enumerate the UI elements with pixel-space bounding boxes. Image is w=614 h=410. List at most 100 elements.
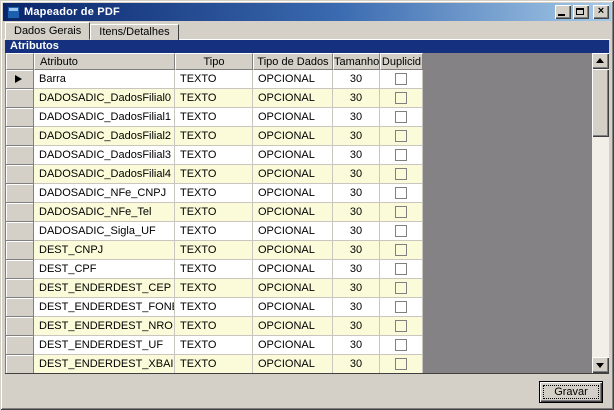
table-row[interactable]: DADOSADIC_DadosFilial3 TEXTO OPCIONAL 30 (6, 146, 423, 165)
row-selector[interactable] (6, 260, 34, 279)
duplicid-checkbox[interactable] (395, 301, 407, 313)
row-selector[interactable] (6, 317, 34, 336)
column-header-tipo[interactable]: Tipo (175, 53, 253, 70)
duplicid-checkbox[interactable] (395, 263, 407, 275)
table-row[interactable]: DEST_ENDERDEST_CEP TEXTO OPCIONAL 30 (6, 279, 423, 298)
row-selector[interactable] (6, 203, 34, 222)
cell-tamanho: 30 (333, 108, 380, 127)
table-row[interactable]: DADOSADIC_DadosFilial0 TEXTO OPCIONAL 30 (6, 89, 423, 108)
row-selector[interactable] (6, 108, 34, 127)
cell-duplicid (380, 70, 423, 89)
table-row[interactable]: DEST_CPF TEXTO OPCIONAL 30 (6, 260, 423, 279)
tab-itens-detalhes[interactable]: Itens/Detalhes (90, 24, 179, 40)
row-selector[interactable] (6, 70, 34, 89)
cell-tipo: TEXTO (175, 336, 253, 355)
tab-dados-gerais[interactable]: Dados Gerais (5, 22, 91, 40)
current-row-arrow-icon (15, 75, 22, 83)
grid-header: Atributo Tipo Tipo de Dados Tamanho Dupl… (6, 53, 423, 70)
cell-duplicid (380, 108, 423, 127)
row-selector[interactable] (6, 89, 34, 108)
minimize-icon (558, 14, 565, 16)
column-header-tipo-de-dados[interactable]: Tipo de Dados (253, 53, 333, 70)
select-all-corner[interactable] (6, 53, 34, 70)
cell-tipo-de-dados: OPCIONAL (253, 146, 333, 165)
cell-tipo: TEXTO (175, 184, 253, 203)
table-row[interactable]: DADOSADIC_NFe_CNPJ TEXTO OPCIONAL 30 (6, 184, 423, 203)
cell-tamanho: 30 (333, 203, 380, 222)
row-selector[interactable] (6, 355, 34, 373)
cell-tipo-de-dados: OPCIONAL (253, 203, 333, 222)
cell-tipo: TEXTO (175, 317, 253, 336)
duplicid-checkbox[interactable] (395, 339, 407, 351)
duplicid-checkbox[interactable] (395, 206, 407, 218)
table-row[interactable]: DEST_ENDERDEST_XBAIRROTEXTOOPCIONAL30 (6, 355, 423, 373)
duplicid-checkbox[interactable] (395, 92, 407, 104)
row-selector[interactable] (6, 241, 34, 260)
window-title: Mapeador de PDF (24, 6, 120, 18)
duplicid-checkbox[interactable] (395, 187, 407, 199)
table-row[interactable]: DEST_CNPJ TEXTO OPCIONAL 30 (6, 241, 423, 260)
cell-tipo-de-dados: OPCIONAL (253, 89, 333, 108)
cell-duplicid (380, 336, 423, 355)
group-caption: Atributos (5, 40, 609, 53)
titlebar: Mapeador de PDF × (3, 3, 611, 21)
cell-duplicid (380, 241, 423, 260)
cell-atributo: DADOSADIC_DadosFilial3 (34, 146, 175, 165)
table-row[interactable]: DEST_ENDERDEST_FONE TEXTO OPCIONAL 30 (6, 298, 423, 317)
tab-bar: Dados Gerais Itens/Detalhes (5, 22, 179, 40)
cell-tipo-de-dados: OPCIONAL (253, 108, 333, 127)
row-selector[interactable] (6, 184, 34, 203)
maximize-button[interactable] (573, 5, 589, 19)
table-row[interactable]: DADOSADIC_DadosFilial2 TEXTO OPCIONAL 30 (6, 127, 423, 146)
tab-page-edge (4, 39, 610, 40)
row-selector[interactable] (6, 222, 34, 241)
cell-tipo: TEXTO (175, 165, 253, 184)
duplicid-checkbox[interactable] (395, 130, 407, 142)
cell-atributo: DEST_ENDERDEST_XBAIRRO (34, 355, 175, 373)
row-selector[interactable] (6, 127, 34, 146)
maximize-icon (576, 8, 584, 15)
table-row[interactable]: DEST_ENDERDEST_NRO TEXTO OPCIONAL 30 (6, 317, 423, 336)
cell-tipo: TEXTO (175, 241, 253, 260)
duplicid-checkbox[interactable] (395, 73, 407, 85)
duplicid-checkbox[interactable] (395, 149, 407, 161)
scroll-down-button[interactable] (592, 357, 609, 373)
duplicid-checkbox[interactable] (395, 320, 407, 332)
cell-atributo: DEST_ENDERDEST_FONE (34, 298, 175, 317)
table-row[interactable]: DEST_ENDERDEST_UF TEXTO OPCIONAL 30 (6, 336, 423, 355)
save-button[interactable]: Gravar (539, 381, 603, 403)
cell-tipo: TEXTO (175, 89, 253, 108)
duplicid-checkbox[interactable] (395, 282, 407, 294)
scrollbar-thumb[interactable] (592, 69, 609, 137)
cell-tamanho: 30 (333, 89, 380, 108)
table-row[interactable]: DADOSADIC_DadosFilial1 TEXTO OPCIONAL 30 (6, 108, 423, 127)
scroll-up-button[interactable] (592, 53, 609, 69)
app-icon (7, 5, 20, 19)
column-header-tamanho[interactable]: Tamanho (333, 53, 380, 70)
minimize-button[interactable] (555, 5, 571, 19)
table-row[interactable]: DADOSADIC_DadosFilial4 TEXTO OPCIONAL 30 (6, 165, 423, 184)
column-header-atributo[interactable]: Atributo (34, 53, 175, 70)
duplicid-checkbox[interactable] (395, 111, 407, 123)
table-row[interactable]: Barra TEXTO OPCIONAL 30 (6, 70, 423, 89)
cell-atributo: DADOSADIC_NFe_Tel (34, 203, 175, 222)
chevron-up-icon (596, 58, 604, 63)
row-selector[interactable] (6, 298, 34, 317)
row-selector[interactable] (6, 146, 34, 165)
row-selector[interactable] (6, 336, 34, 355)
row-selector[interactable] (6, 165, 34, 184)
table-row[interactable]: DADOSADIC_Sigla_UF TEXTO OPCIONAL 30 (6, 222, 423, 241)
duplicid-checkbox[interactable] (395, 358, 407, 370)
duplicid-checkbox[interactable] (395, 225, 407, 237)
vertical-scrollbar[interactable] (592, 53, 609, 373)
duplicid-checkbox[interactable] (395, 244, 407, 256)
cell-tipo-de-dados: OPCIONAL (253, 355, 333, 373)
table-row[interactable]: DADOSADIC_NFe_Tel TEXTO OPCIONAL 30 (6, 203, 423, 222)
row-selector[interactable] (6, 279, 34, 298)
cell-duplicid (380, 355, 423, 373)
cell-atributo: DADOSADIC_Sigla_UF (34, 222, 175, 241)
close-button[interactable]: × (593, 5, 609, 19)
cell-atributo: DEST_CNPJ (34, 241, 175, 260)
duplicid-checkbox[interactable] (395, 168, 407, 180)
column-header-duplicid[interactable]: Duplicid (380, 53, 423, 70)
